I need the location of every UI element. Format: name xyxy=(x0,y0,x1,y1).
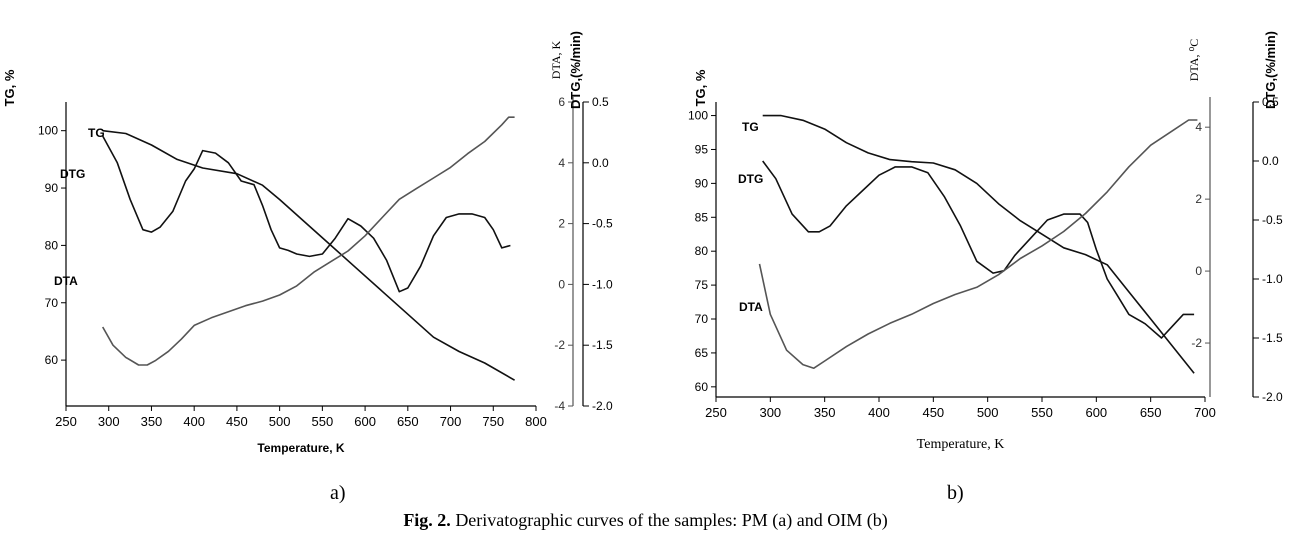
series-line-dtg xyxy=(762,160,1195,339)
x-tick-label: 450 xyxy=(922,405,944,420)
tg-tick-label: 70 xyxy=(45,296,59,310)
tg-tick-label: 100 xyxy=(688,109,708,123)
series-line-tg xyxy=(762,114,1195,374)
caption-text: Derivatographic curves of the samples: P… xyxy=(450,510,888,530)
curve-label-dta: DTA xyxy=(739,300,763,314)
tg-tick-label: 80 xyxy=(45,238,59,252)
tg-axis-label: TG, % xyxy=(693,69,708,106)
series-line-tg xyxy=(102,129,515,381)
dtg-tick-label: 0.0 xyxy=(592,156,609,170)
x-tick-label: 550 xyxy=(1031,405,1053,420)
curve-label-tg: TG xyxy=(88,126,105,140)
dtg-tick-label: -2.0 xyxy=(592,399,613,413)
caption-label: Fig. 2. xyxy=(403,510,451,530)
x-tick-label: 500 xyxy=(977,405,999,420)
dtg-tick-label: -2.0 xyxy=(1262,390,1283,404)
x-tick-label: 300 xyxy=(759,405,781,420)
dta-tick-label: -2 xyxy=(554,338,565,352)
dta-tick-label: 4 xyxy=(558,156,565,170)
x-tick-label: 650 xyxy=(1140,405,1162,420)
dta-axis-label: DTA, K xyxy=(549,40,563,79)
x-tick-label: 250 xyxy=(55,414,77,429)
chart-panel-a: 250 300 350 400 450 500 550 600 650 700 750 800Temp… xyxy=(2,31,613,455)
x-tick-label: 650 xyxy=(397,414,419,429)
dtg-tick-label: -1.0 xyxy=(1262,272,1283,286)
x-tick-label: 700 xyxy=(1194,405,1216,420)
curve-label-dtg: DTG xyxy=(60,167,85,181)
tg-tick-label: 60 xyxy=(695,380,709,394)
dtg-tick-label: 0.0 xyxy=(1262,154,1279,168)
dtg-tick-label: 0.5 xyxy=(592,95,609,109)
dtg-tick-label: -0.5 xyxy=(592,217,613,231)
dta-tick-label: 0 xyxy=(1195,264,1202,278)
series-line-dta xyxy=(102,116,515,366)
dtg-tick-label: -1.5 xyxy=(1262,331,1283,345)
x-tick-label: 350 xyxy=(814,405,836,420)
series-line-dta xyxy=(758,119,1198,370)
dta-tick-label: 2 xyxy=(1195,192,1202,206)
panel-a-label: a) xyxy=(330,482,346,504)
x-tick-label: 400 xyxy=(868,405,890,420)
tg-tick-label: 70 xyxy=(695,312,709,326)
tg-tick-label: 75 xyxy=(695,278,709,292)
tg-tick-label: 100 xyxy=(38,124,58,138)
panel-b-label: b) xyxy=(947,482,964,504)
tg-tick-label: 90 xyxy=(695,176,709,190)
dtg-tick-label: -0.5 xyxy=(1262,213,1283,227)
x-tick-label: 800 xyxy=(525,414,547,429)
curve-label-dta: DTA xyxy=(54,274,78,288)
dtg-axis-label: DTG,(%/min) xyxy=(568,31,583,109)
dta-tick-label: 6 xyxy=(558,95,565,109)
x-tick-label: 300 xyxy=(98,414,120,429)
x-tick-label: 600 xyxy=(354,414,376,429)
tg-tick-label: 95 xyxy=(695,142,709,156)
tg-tick-label: 65 xyxy=(695,346,709,360)
x-tick-label: 400 xyxy=(183,414,205,429)
dta-tick-label: -2 xyxy=(1191,336,1202,350)
dta-tick-label: 4 xyxy=(1195,120,1202,134)
dta-axis-label: DTA, ⁰C xyxy=(1187,39,1201,82)
x-tick-label: 350 xyxy=(141,414,163,429)
dtg-tick-label: -1.5 xyxy=(592,338,613,352)
x-tick-label: 700 xyxy=(440,414,462,429)
x-axis-label: Temperature, K xyxy=(917,437,1005,452)
tg-tick-label: 85 xyxy=(695,210,709,224)
dtg-tick-label: 0.5 xyxy=(1262,95,1279,109)
tg-tick-label: 60 xyxy=(45,353,59,367)
tg-axis-label: TG, % xyxy=(2,69,17,106)
x-tick-label: 750 xyxy=(482,414,504,429)
x-tick-label: 250 xyxy=(705,405,727,420)
x-tick-label: 550 xyxy=(312,414,334,429)
tg-tick-label: 80 xyxy=(695,244,709,258)
dtg-tick-label: -1.0 xyxy=(592,277,613,291)
series-line-dtg xyxy=(101,135,511,293)
dta-tick-label: 2 xyxy=(558,217,565,231)
dta-tick-label: 0 xyxy=(558,277,565,291)
figure-caption: Fig. 2. Derivatographic curves of the sa… xyxy=(0,510,1291,531)
chart-panel-b: 250 300 350 400 450 500 550 600 650 700Temperatur… xyxy=(688,31,1283,452)
x-tick-label: 600 xyxy=(1085,405,1107,420)
tg-tick-label: 90 xyxy=(45,181,59,195)
x-axis-label: Temperature, K xyxy=(257,441,344,455)
x-tick-label: 450 xyxy=(226,414,248,429)
dtg-axis-label: DTG,(%/min) xyxy=(1263,31,1278,109)
curve-label-dtg: DTG xyxy=(738,172,763,186)
curve-label-tg: TG xyxy=(742,120,759,134)
x-tick-label: 500 xyxy=(269,414,291,429)
dta-tick-label: -4 xyxy=(554,399,565,413)
